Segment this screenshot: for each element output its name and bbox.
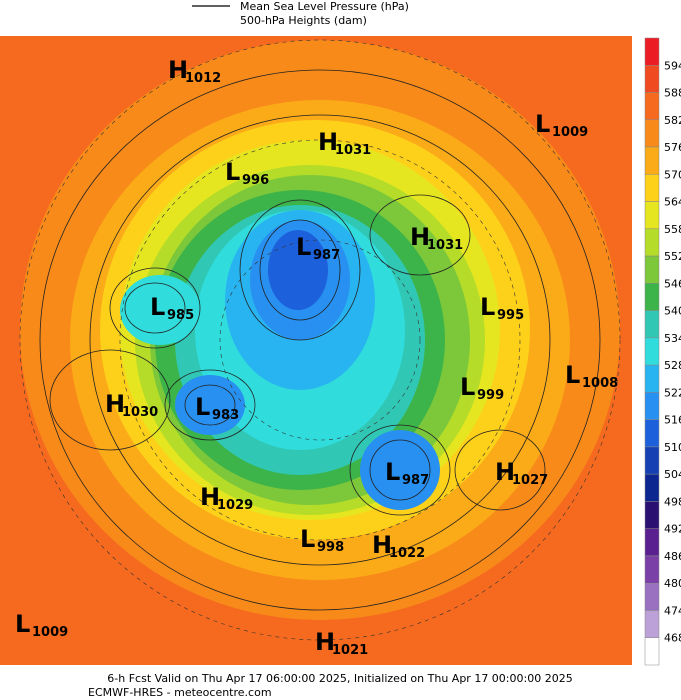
system-letter: L xyxy=(150,293,165,321)
system-value: 983 xyxy=(212,408,239,423)
colorbar-box xyxy=(644,201,660,230)
system-value: 1009 xyxy=(32,625,68,640)
height-fill xyxy=(120,275,200,345)
colorbar-box xyxy=(644,501,660,529)
colorbar-box xyxy=(644,228,660,257)
system-letter: H xyxy=(315,628,335,656)
colorbar-label: 576 xyxy=(664,141,681,154)
system-letter: H xyxy=(168,56,188,84)
system-letter: L xyxy=(460,373,475,401)
system-value: 1027 xyxy=(512,473,548,488)
colorbar-box xyxy=(644,392,660,420)
system-value: 1030 xyxy=(122,405,158,420)
height-fill xyxy=(360,430,440,510)
colorbar-label: 516 xyxy=(664,414,681,427)
system-value: 998 xyxy=(317,540,344,555)
colorbar-box xyxy=(644,337,660,366)
system-value: 1009 xyxy=(552,125,588,140)
system-letter: L xyxy=(296,233,311,261)
height-fill xyxy=(175,375,245,435)
colorbar-label: 558 xyxy=(664,223,681,236)
colorbar-label: 522 xyxy=(664,386,681,399)
system-letter: H xyxy=(410,223,430,251)
colorbar-label: 594 xyxy=(664,59,681,72)
colorbar-box xyxy=(644,528,660,557)
colorbar-box xyxy=(644,473,660,502)
colorbar-label: 474 xyxy=(664,604,681,617)
colorbar-label: 570 xyxy=(664,168,681,181)
colorbar-label: 468 xyxy=(664,632,681,645)
map xyxy=(0,36,632,665)
colorbar-box xyxy=(644,364,660,393)
system-value: 1022 xyxy=(389,546,425,561)
colorbar-box xyxy=(644,637,660,666)
colorbar-box xyxy=(644,310,660,339)
legend-line-label: Mean Sea Level Pressure (hPa) xyxy=(240,0,409,13)
system-value: 999 xyxy=(477,388,504,403)
legend-fill-label: 500-hPa Heights (dam) xyxy=(240,14,367,27)
colorbar-box xyxy=(644,283,660,311)
colorbar-label: 528 xyxy=(664,359,681,372)
colorbar-box xyxy=(644,419,660,448)
colorbar-box xyxy=(644,65,660,93)
footer-line: 6-h Fcst Valid on Thu Apr 17 06:00:00 20… xyxy=(107,672,572,685)
colorbar-label: 552 xyxy=(664,250,681,263)
system-value: 996 xyxy=(242,173,269,188)
system-letter: H xyxy=(372,531,392,559)
system-value: 1012 xyxy=(185,71,221,86)
system-value: 987 xyxy=(313,248,340,263)
system-letter: L xyxy=(480,293,495,321)
colorbar-label: 480 xyxy=(664,577,681,590)
colorbar-box xyxy=(644,446,660,475)
colorbar-box xyxy=(644,146,660,175)
colorbar-label: 546 xyxy=(664,277,681,290)
height-fill xyxy=(268,230,328,310)
colorbar-label: 510 xyxy=(664,441,681,454)
system-value: 1031 xyxy=(427,238,463,253)
footer-line: ECMWF-HRES - meteocentre.com xyxy=(88,686,272,699)
colorbar-box xyxy=(644,582,660,611)
system-letter: L xyxy=(300,525,315,553)
system-letter: H xyxy=(495,458,515,486)
colorbar-box xyxy=(644,610,660,638)
colorbar-label: 492 xyxy=(664,523,681,536)
graticule xyxy=(19,39,621,641)
system-letter: H xyxy=(318,128,338,156)
colorbar-box xyxy=(644,37,660,66)
colorbar-label: 564 xyxy=(664,196,681,209)
colorbar-box xyxy=(644,555,660,584)
system-value: 985 xyxy=(167,308,194,323)
colorbar-box xyxy=(644,92,660,121)
colorbar-label: 582 xyxy=(664,114,681,127)
system-letter: L xyxy=(565,361,580,389)
system-letter: H xyxy=(200,483,220,511)
system-letter: L xyxy=(195,393,210,421)
system-value: 1029 xyxy=(217,498,253,513)
system-letter: L xyxy=(15,610,30,638)
system-value: 1008 xyxy=(582,376,618,391)
colorbar-box xyxy=(644,119,660,148)
colorbar-label: 534 xyxy=(664,332,681,345)
system-letter: L xyxy=(385,458,400,486)
system-value: 995 xyxy=(497,308,524,323)
colorbar: 594 588 582 576 570 564 558 552 546 540 534 528 522 5… xyxy=(644,37,681,666)
system-letter: L xyxy=(535,110,550,138)
system-letter: L xyxy=(225,158,240,186)
colorbar-label: 588 xyxy=(664,87,681,100)
system-value: 987 xyxy=(402,473,429,488)
system-value: 1021 xyxy=(332,643,368,658)
colorbar-box xyxy=(644,255,660,284)
colorbar-label: 540 xyxy=(664,305,681,318)
system-value: 1031 xyxy=(335,143,371,158)
contours xyxy=(39,69,601,611)
colorbar-label: 504 xyxy=(664,468,681,481)
colorbar-label: 498 xyxy=(664,495,681,508)
system-letter: H xyxy=(105,390,125,418)
colorbar-box xyxy=(644,174,660,202)
colorbar-label: 486 xyxy=(664,550,681,563)
